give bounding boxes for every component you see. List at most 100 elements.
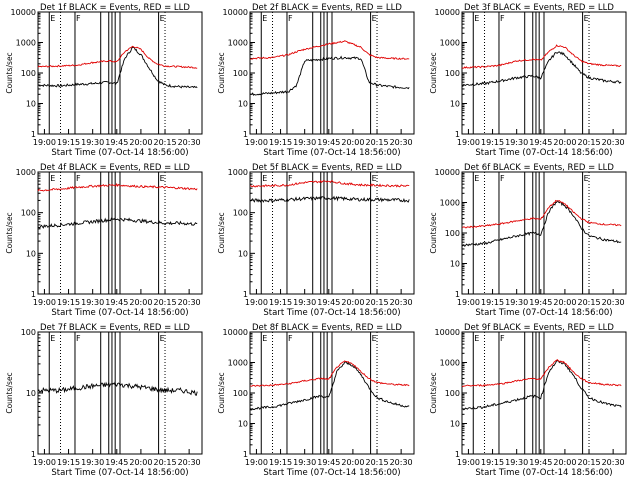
series-lld-line	[461, 44, 622, 69]
x-tick-label: 19:45	[529, 298, 552, 307]
x-tick-label: 20:15	[577, 458, 600, 467]
x-tick-label: 19:30	[293, 298, 316, 307]
y-tick-label: 1000	[228, 359, 248, 368]
x-tick-label: 20:30	[390, 458, 413, 467]
x-tick-label: 20:00	[553, 298, 576, 307]
panel-det-5: Det 5f BLACK = Events, RED = LLD 1 10 100 10…	[217, 163, 415, 318]
x-tick-label: 19:00	[33, 138, 56, 147]
x-tick-label: 19:45	[317, 458, 340, 467]
x-tick-label: 20:30	[178, 458, 201, 467]
y-tick-label: 10	[450, 420, 460, 429]
x-axis-title: Start Time (07-Oct-14 18:56:00)	[51, 308, 188, 318]
panel-title: Det 1f BLACK = Events, RED = LLD	[40, 3, 190, 13]
x-tick-label: 19:45	[105, 298, 128, 307]
x-tick-label: 19:00	[457, 458, 480, 467]
y-axis-title: Counts/sec	[429, 212, 438, 253]
x-axis-title: Start Time (07-Oct-14 18:56:00)	[51, 468, 188, 478]
y-axis-title: Counts/sec	[217, 372, 226, 413]
x-axis-title: Start Time (07-Oct-14 18:56:00)	[263, 308, 400, 318]
x-tick-label: 19:30	[293, 138, 316, 147]
series-lld-line	[249, 360, 410, 387]
y-tick-label: 1000	[440, 359, 460, 368]
x-tick-label: 19:15	[57, 458, 80, 467]
series-events-line	[37, 381, 198, 396]
y-axis-title: Counts/sec	[217, 52, 226, 93]
y-axis-title: Counts/sec	[217, 212, 226, 253]
marker-label: E	[160, 14, 165, 23]
y-tick-label: 100	[445, 69, 460, 78]
x-tick-label: 19:00	[457, 138, 480, 147]
y-tick-label: 1	[31, 290, 36, 299]
y-tick-label: 1	[455, 130, 460, 139]
panel-title: Det 7f BLACK = Events, RED = LLD	[40, 323, 190, 333]
x-tick-label: 19:30	[505, 138, 528, 147]
x-axis-title: Start Time (07-Oct-14 18:56:00)	[475, 468, 612, 478]
y-tick-label: 100	[21, 69, 36, 78]
x-tick-label: 19:15	[269, 458, 292, 467]
series-lld-line	[250, 179, 410, 188]
panel-det-8: Det 8f BLACK = Events, RED = LLD 1 10 100 10…	[217, 323, 415, 478]
y-tick-label: 100	[233, 389, 248, 398]
y-axis-title: Counts/sec	[5, 212, 14, 253]
panel-det-1: Det 1f BLACK = Events, RED = LLD 1 10 100 10…	[5, 3, 203, 158]
y-tick-label: 100	[21, 209, 36, 218]
x-tick-label: 19:45	[105, 458, 128, 467]
y-tick-label: 10000	[435, 328, 460, 337]
x-tick-label: 20:30	[390, 138, 413, 147]
panel-det-6: Det 6f BLACK = Events, RED = LLD 1 10 100 10…	[429, 163, 627, 318]
x-tick-label: 19:00	[245, 298, 268, 307]
series-events-line	[461, 360, 622, 411]
panel-det-3: Det 3f BLACK = Events, RED = LLD 1 10 100 10…	[429, 3, 627, 158]
panel-title: Det 3f BLACK = Events, RED = LLD	[464, 3, 614, 13]
marker-label: E	[50, 174, 55, 183]
series-events-line	[249, 55, 410, 96]
x-tick-label: 20:30	[390, 298, 413, 307]
x-tick-label: 20:15	[577, 138, 600, 147]
x-tick-label: 20:30	[178, 138, 201, 147]
y-tick-label: 10	[450, 260, 460, 269]
y-tick-label: 1	[243, 450, 248, 459]
x-tick-label: 19:15	[481, 458, 504, 467]
y-tick-label: 10	[26, 249, 36, 258]
marker-label: E	[50, 334, 55, 343]
x-tick-label: 20:30	[602, 298, 625, 307]
marker-label: F	[500, 174, 505, 183]
marker-label: F	[76, 334, 81, 343]
x-tick-label: 20:00	[129, 458, 152, 467]
marker-label: F	[500, 14, 505, 23]
x-tick-label: 19:15	[481, 298, 504, 307]
marker-label: E	[160, 174, 165, 183]
x-tick-label: 20:30	[178, 298, 201, 307]
panel-title: Det 8f BLACK = Events, RED = LLD	[252, 323, 402, 333]
x-tick-label: 20:30	[602, 458, 625, 467]
x-tick-label: 19:45	[529, 458, 552, 467]
series-lld-line	[37, 182, 198, 192]
marker-label: F	[288, 174, 293, 183]
x-tick-label: 20:00	[341, 458, 364, 467]
marker-label: E	[584, 174, 589, 183]
x-tick-label: 19:30	[505, 298, 528, 307]
panel-title: Det 6f BLACK = Events, RED = LLD	[464, 163, 614, 173]
x-tick-label: 20:15	[577, 298, 600, 307]
x-tick-label: 19:00	[245, 138, 268, 147]
y-tick-label: 1	[455, 290, 460, 299]
marker-label: E	[262, 174, 267, 183]
marker-label: E	[160, 334, 165, 343]
marker-label: F	[76, 14, 81, 23]
y-tick-label: 10000	[223, 328, 248, 337]
y-tick-label: 100	[233, 69, 248, 78]
y-tick-label: 100	[233, 209, 248, 218]
marker-label: E	[262, 14, 267, 23]
x-tick-label: 19:15	[481, 138, 504, 147]
x-tick-label: 20:00	[129, 298, 152, 307]
y-tick-label: 10	[238, 420, 248, 429]
y-axis-title: Counts/sec	[5, 372, 14, 413]
x-tick-label: 20:15	[153, 298, 176, 307]
marker-label: F	[500, 334, 505, 343]
x-tick-label: 19:45	[529, 138, 552, 147]
x-axis-title: Start Time (07-Oct-14 18:56:00)	[263, 468, 400, 478]
marker-label: E	[584, 334, 589, 343]
series-lld-line	[37, 45, 198, 69]
x-tick-label: 20:00	[341, 138, 364, 147]
